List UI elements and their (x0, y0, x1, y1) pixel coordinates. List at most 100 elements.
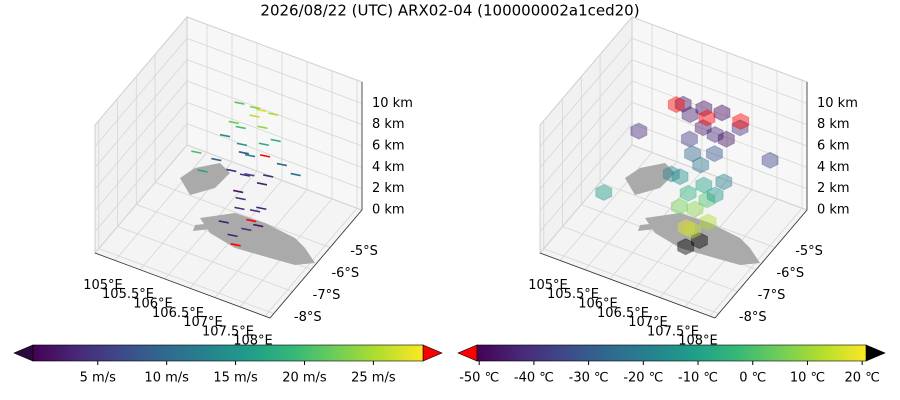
land (625, 163, 675, 195)
wind-segment (218, 220, 229, 224)
cube (694, 119, 712, 137)
cube (695, 176, 713, 194)
grid-line (186, 101, 363, 168)
wind-segment (227, 233, 238, 238)
grid-line (186, 59, 363, 126)
grid-line (539, 59, 633, 168)
colorbar-over (865, 344, 886, 362)
land (180, 163, 230, 195)
cube (686, 200, 704, 218)
colorbar-tick-label: -30 ℃ (569, 371, 609, 386)
cube (670, 197, 688, 216)
wind-segment (258, 142, 269, 147)
colorbar-under (457, 344, 478, 362)
colorbar-over (422, 344, 443, 362)
wind-segment (241, 227, 252, 232)
z-tick-label: 0 km (817, 203, 850, 218)
subplot: 105°E105.5°E106°E106.5°E107°E107.5°E108°… (13, 15, 443, 386)
axis-line (269, 209, 363, 319)
cube (684, 221, 702, 239)
cube (732, 112, 750, 131)
colorbar-tick-label: 15 m/s (213, 371, 258, 386)
grid-line (98, 248, 274, 314)
x-tick-label: 107.5°E (202, 324, 254, 339)
wind-segment (238, 151, 249, 155)
cube (698, 191, 716, 209)
wind-segment (197, 169, 208, 173)
wind-segment (256, 182, 268, 186)
colorbar-tick-label: 20 ℃ (845, 371, 880, 386)
x-tick-label: 105.5°E (547, 287, 599, 302)
cube (671, 168, 689, 186)
cube (698, 109, 716, 127)
z-tick-label: 10 km (817, 96, 858, 111)
cube (705, 145, 723, 163)
z-tick-label: 6 km (817, 139, 850, 154)
grid-line (186, 123, 363, 190)
colorbar-tick-label: 25 m/s (351, 371, 396, 386)
wind-segment (290, 172, 301, 177)
grid-line (631, 37, 808, 104)
grid-line (94, 102, 188, 211)
z-tick-label: 0 km (372, 203, 405, 218)
grid-line (631, 144, 808, 211)
cube (677, 238, 695, 256)
cube (681, 106, 699, 124)
colorbar-tick-label: 20 m/s (282, 371, 327, 386)
x-tick-label: 106°E (578, 297, 618, 312)
grid-line (94, 59, 188, 168)
wind-segment (256, 206, 267, 211)
wind-segment (235, 125, 246, 130)
colorbar-tick-label: 10 ℃ (790, 371, 825, 386)
cube (690, 232, 708, 250)
grid-line (599, 182, 776, 248)
cube (715, 173, 733, 191)
colorbar-tick-label: 5 m/s (80, 371, 116, 386)
grid-line (543, 248, 719, 314)
z-tick-label: 10 km (372, 96, 413, 111)
cube (706, 125, 724, 144)
colorbar-tick-label: -50 ℃ (459, 371, 499, 386)
wind-segment (253, 223, 264, 228)
colorbar-tick-label: 10 m/s (144, 371, 189, 386)
grid-line (186, 144, 363, 211)
x-tick-label: 106°E (133, 297, 173, 312)
colorbar-tick-label: -40 ℃ (514, 371, 554, 386)
wind-segment (244, 172, 255, 177)
cube (662, 165, 680, 183)
axis-line (539, 252, 716, 319)
wind-segment (234, 101, 245, 105)
grid-line (539, 80, 633, 190)
cube (595, 183, 613, 202)
wind-segment (276, 162, 288, 167)
colorbar-tick-label: -20 ℃ (623, 371, 663, 386)
grid-line (94, 144, 188, 254)
x-tick-label: 107°E (183, 315, 223, 330)
cube (731, 119, 749, 137)
wind-segment (191, 150, 202, 154)
cube (684, 145, 702, 163)
wind-segment (246, 218, 257, 223)
z-tick-label: 8 km (372, 117, 405, 132)
z-tick-label: 8 km (817, 117, 850, 132)
wind-segment (244, 153, 256, 158)
cube (706, 186, 724, 204)
grid-line (539, 123, 633, 232)
grid-line (94, 38, 188, 147)
cube (713, 104, 731, 122)
land (200, 213, 315, 265)
z-tick-label: 2 km (372, 181, 405, 196)
land (638, 223, 660, 231)
grid-line (154, 182, 331, 248)
z-tick-label: 6 km (372, 139, 405, 154)
grid-line (562, 226, 738, 292)
y-tick-label: -5°S (795, 244, 823, 259)
colorbar (32, 344, 424, 362)
figure-title: 2026/08/22 (UTC) ARX02-04 (100000002a1ce… (260, 2, 639, 20)
grid-line (631, 123, 808, 190)
wind-segment (226, 168, 237, 173)
colorbar (476, 344, 867, 362)
wind-segment (234, 206, 245, 211)
cube (695, 99, 713, 118)
